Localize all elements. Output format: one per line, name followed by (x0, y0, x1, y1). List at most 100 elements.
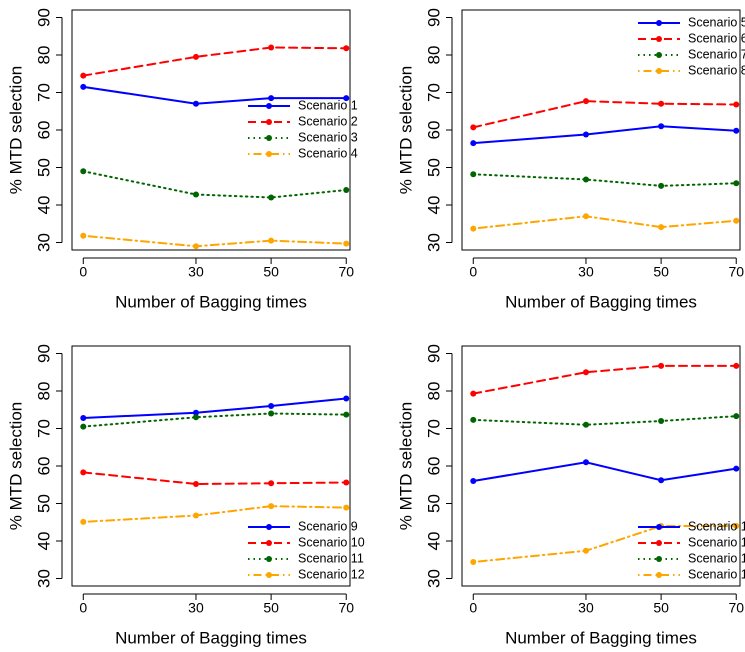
legend-label: Scenario 4 (298, 146, 358, 160)
point (80, 415, 87, 421)
series-line (472, 364, 738, 395)
series-line (472, 173, 738, 187)
y-tick-label: 70 (34, 83, 53, 102)
point (582, 369, 589, 376)
point (733, 127, 740, 134)
plot-box (461, 9, 741, 251)
legend-label: Scenario 9 (298, 519, 358, 533)
legend-marker (656, 556, 662, 562)
point (470, 140, 477, 147)
plot-box (71, 9, 351, 251)
legend-label: Scenario 15 (688, 551, 745, 565)
x-tick-label: 30 (188, 600, 204, 616)
x-tick-label: 50 (263, 264, 279, 280)
y-tick-label: 80 (34, 46, 53, 65)
y-tick-label: 80 (424, 46, 443, 65)
point (658, 100, 665, 107)
x-tick-label: 0 (79, 600, 87, 616)
legend-marker (266, 572, 272, 578)
point (80, 232, 87, 239)
legend-marker (656, 540, 662, 546)
y-tick-label: 90 (34, 8, 53, 27)
legend-label: Scenario 3 (298, 130, 358, 144)
y-tick-label: 50 (34, 158, 53, 177)
legend-marker (656, 52, 662, 58)
point (343, 504, 350, 511)
legend-marker (656, 524, 662, 530)
x-tick-label: 70 (338, 264, 354, 280)
point (582, 131, 589, 138)
panel: 30 40 50 60 70 80 90 0 30 50 70 Number of Bagging t… (396, 344, 745, 647)
plot-box (461, 345, 741, 587)
plot-box (71, 345, 351, 587)
series-line (82, 170, 348, 199)
panel: 30 40 50 60 70 80 90 0 30 50 70 Number of Bagging t… (6, 8, 357, 311)
legend-label: Scenario 16 (688, 567, 745, 581)
y-tick-label: 70 (424, 419, 443, 438)
legend-marker (266, 556, 272, 562)
point (343, 187, 350, 193)
point (80, 518, 87, 525)
x-tick-label: 50 (653, 264, 669, 280)
point (582, 98, 589, 105)
point (733, 180, 740, 187)
x-tick-label: 50 (653, 600, 669, 616)
point (343, 395, 350, 402)
panel: 30 40 50 60 70 80 90 0 30 50 70 Number of Bagging t… (396, 8, 745, 311)
y-tick-label: 40 (424, 196, 443, 215)
legend-marker (266, 540, 272, 546)
point (582, 459, 589, 466)
y-axis-label: % MTD selection (396, 66, 415, 194)
point (582, 176, 589, 183)
x-tick-label: 30 (188, 264, 204, 280)
point (658, 224, 665, 231)
point (733, 413, 740, 420)
point (192, 243, 199, 250)
series-line (472, 461, 738, 482)
point (268, 95, 275, 102)
y-tick-label: 90 (34, 344, 53, 363)
y-tick-label: 30 (34, 569, 53, 588)
legend-marker (656, 68, 662, 74)
y-tick-label: 30 (424, 569, 443, 588)
legend-marker (656, 36, 662, 42)
point (733, 362, 740, 369)
y-tick-label: 50 (424, 158, 443, 177)
point (268, 194, 275, 201)
point (80, 168, 87, 175)
y-tick-label: 30 (34, 233, 53, 252)
x-tick-label: 70 (728, 264, 744, 280)
series-line (82, 505, 348, 523)
point (268, 410, 275, 417)
legend-label: Scenario 10 (298, 535, 365, 549)
point (470, 171, 477, 178)
point (582, 421, 589, 428)
point (343, 411, 350, 418)
point (192, 512, 199, 519)
point (80, 72, 87, 79)
point (343, 479, 350, 486)
point (470, 559, 477, 565)
legend-marker (266, 103, 272, 109)
y-tick-label: 70 (424, 83, 443, 102)
point (80, 423, 87, 430)
legend-label: Scenario 14 (688, 535, 745, 549)
x-tick-label: 50 (263, 600, 279, 616)
point (343, 240, 350, 247)
legend-marker (266, 135, 272, 141)
legend-label: Scenario 12 (298, 567, 365, 581)
point (268, 237, 275, 244)
y-tick-label: 60 (424, 121, 443, 140)
legend-label: Scenario 13 (688, 519, 745, 533)
legend-label: Scenario 8 (688, 63, 745, 77)
series-line (472, 525, 738, 563)
point (192, 53, 199, 60)
y-tick-label: 40 (424, 532, 443, 551)
series-line (472, 100, 738, 129)
legend-label: Scenario 1 (298, 98, 358, 112)
x-tick-label: 30 (578, 264, 594, 280)
legend-label: Scenario 6 (688, 31, 745, 45)
legend-label: Scenario 7 (688, 47, 745, 61)
y-axis-label: % MTD selection (396, 402, 415, 530)
